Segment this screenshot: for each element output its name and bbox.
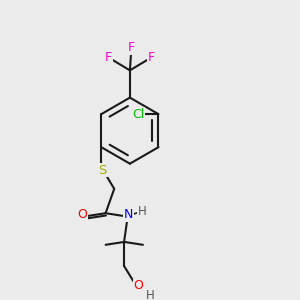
Text: H: H bbox=[138, 205, 147, 218]
Text: N: N bbox=[124, 208, 133, 221]
Text: S: S bbox=[99, 164, 107, 177]
Text: F: F bbox=[105, 51, 112, 64]
Text: F: F bbox=[128, 41, 135, 54]
Text: H: H bbox=[146, 289, 154, 300]
Text: O: O bbox=[78, 208, 88, 221]
Text: F: F bbox=[148, 51, 155, 64]
Text: Cl: Cl bbox=[132, 108, 145, 121]
Text: O: O bbox=[134, 279, 144, 292]
